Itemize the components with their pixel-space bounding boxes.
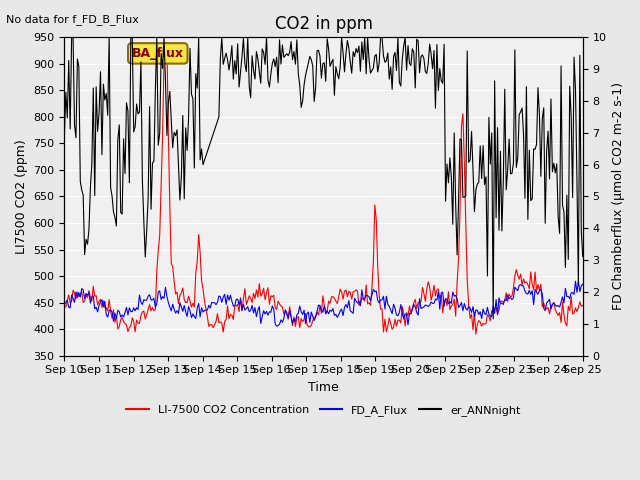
Text: No data for f_FD_B_Flux: No data for f_FD_B_Flux xyxy=(6,14,140,25)
Title: CO2 in ppm: CO2 in ppm xyxy=(275,15,372,33)
Y-axis label: FD Chamberflux (μmol CO2 m-2 s-1): FD Chamberflux (μmol CO2 m-2 s-1) xyxy=(612,83,625,311)
Text: BA_flux: BA_flux xyxy=(132,47,184,60)
Legend: LI-7500 CO2 Concentration, FD_A_Flux, er_ANNnight: LI-7500 CO2 Concentration, FD_A_Flux, er… xyxy=(122,400,525,420)
X-axis label: Time: Time xyxy=(308,381,339,394)
Y-axis label: LI7500 CO2 (ppm): LI7500 CO2 (ppm) xyxy=(15,139,28,254)
